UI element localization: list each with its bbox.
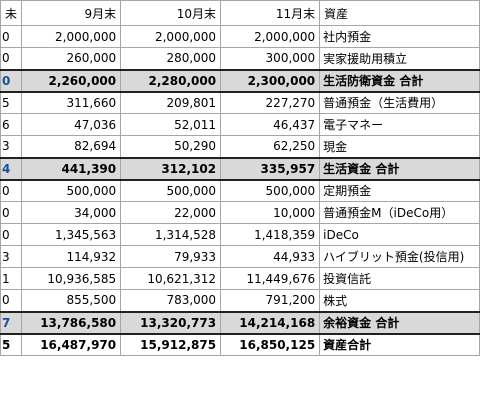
sep-cell[interactable]: 500,000 xyxy=(21,179,122,202)
label-cell[interactable]: 株式 xyxy=(319,289,480,312)
table-row: 1 10,936,585 10,621,312 11,449,676 投資信託 xyxy=(0,267,480,290)
table-row: 0 1,345,563 1,314,528 1,418,359 iDeCo xyxy=(0,223,480,246)
lead-cell[interactable]: 6 xyxy=(0,113,23,136)
lead-cell[interactable]: 1 xyxy=(0,267,23,290)
sep-cell[interactable]: 114,932 xyxy=(21,245,122,268)
oct-cell[interactable]: 22,000 xyxy=(120,201,222,224)
lead-cell[interactable]: 0 xyxy=(0,201,23,224)
sep-cell[interactable]: 855,500 xyxy=(21,289,122,312)
lead-cell[interactable]: 4 xyxy=(0,156,23,181)
nov-cell[interactable]: 791,200 xyxy=(220,289,321,312)
sep-cell[interactable]: 13,786,580 xyxy=(21,310,122,335)
oct-cell[interactable]: 312,102 xyxy=(120,156,222,181)
sep-cell[interactable]: 311,660 xyxy=(21,91,122,114)
lead-cell[interactable]: 5 xyxy=(0,91,23,114)
lead-cell[interactable]: 3 xyxy=(0,245,23,268)
oct-cell[interactable]: 500,000 xyxy=(120,179,222,202)
oct-cell[interactable]: 280,000 xyxy=(120,47,222,70)
label-cell[interactable]: 資産合計 xyxy=(319,332,480,356)
label-cell[interactable]: 生活資金 合計 xyxy=(319,156,480,181)
label-cell[interactable]: 普通預金M（iDeCo用） xyxy=(319,201,480,224)
label-cell[interactable]: 電子マネー xyxy=(319,113,480,136)
nov-cell[interactable]: 1,418,359 xyxy=(220,223,321,246)
table-row: 0 2,000,000 2,000,000 2,000,000 社内預金 xyxy=(0,25,480,48)
header-asset[interactable]: 資産 xyxy=(319,0,480,26)
header-sep[interactable]: 9月末 xyxy=(21,0,122,26)
label-cell[interactable]: 余裕資金 合計 xyxy=(319,310,480,335)
oct-cell[interactable]: 52,011 xyxy=(120,113,222,136)
sep-cell[interactable]: 34,000 xyxy=(21,201,122,224)
label-cell[interactable]: 生活防衛資金 合計 xyxy=(319,68,480,93)
oct-cell[interactable]: 15,912,875 xyxy=(120,332,222,356)
sep-cell[interactable]: 2,000,000 xyxy=(21,25,122,48)
nov-cell[interactable]: 2,000,000 xyxy=(220,25,321,48)
nov-cell[interactable]: 300,000 xyxy=(220,47,321,70)
oct-cell[interactable]: 10,621,312 xyxy=(120,267,222,290)
grand-total-row: 5 16,487,970 15,912,875 16,850,125 資産合計 xyxy=(0,332,480,356)
sep-cell[interactable]: 260,000 xyxy=(21,47,122,70)
nov-cell[interactable]: 335,957 xyxy=(220,156,321,181)
nov-cell[interactable]: 62,250 xyxy=(220,135,321,158)
label-cell[interactable]: 実家援助用積立 xyxy=(319,47,480,70)
lead-cell[interactable]: 3 xyxy=(0,135,23,158)
table-row: 5 311,660 209,801 227,270 普通預金（生活費用） xyxy=(0,91,480,114)
table-row: 3 114,932 79,933 44,933 ハイブリット預金(投信用) xyxy=(0,245,480,268)
table-row: 0 260,000 280,000 300,000 実家援助用積立 xyxy=(0,47,480,70)
table-row: 0 34,000 22,000 10,000 普通預金M（iDeCo用） xyxy=(0,201,480,224)
oct-cell[interactable]: 783,000 xyxy=(120,289,222,312)
sep-cell[interactable]: 441,390 xyxy=(21,156,122,181)
nov-cell[interactable]: 46,437 xyxy=(220,113,321,136)
header-row: 未 9月末 10月末 11月末 資産 xyxy=(0,0,480,26)
lead-cell[interactable]: 0 xyxy=(0,68,23,93)
header-oct[interactable]: 10月末 xyxy=(120,0,222,26)
label-cell[interactable]: 普通預金（生活費用） xyxy=(319,91,480,114)
sep-cell[interactable]: 10,936,585 xyxy=(21,267,122,290)
sep-cell[interactable]: 16,487,970 xyxy=(21,332,122,356)
table-row: 0 500,000 500,000 500,000 定期預金 xyxy=(0,179,480,202)
label-cell[interactable]: ハイブリット預金(投信用) xyxy=(319,245,480,268)
table-row: 0 855,500 783,000 791,200 株式 xyxy=(0,289,480,312)
oct-cell[interactable]: 79,933 xyxy=(120,245,222,268)
lead-cell[interactable]: 0 xyxy=(0,289,23,312)
label-cell[interactable]: iDeCo xyxy=(319,223,480,246)
subtotal-row: 0 2,260,000 2,280,000 2,300,000 生活防衛資金 合… xyxy=(0,68,480,93)
oct-cell[interactable]: 2,000,000 xyxy=(120,25,222,48)
nov-cell[interactable]: 44,933 xyxy=(220,245,321,268)
oct-cell[interactable]: 2,280,000 xyxy=(120,68,222,93)
lead-cell[interactable]: 0 xyxy=(0,223,23,246)
nov-cell[interactable]: 500,000 xyxy=(220,179,321,202)
label-cell[interactable]: 社内預金 xyxy=(319,25,480,48)
header-nov[interactable]: 11月末 xyxy=(220,0,321,26)
subtotal-row: 7 13,786,580 13,320,773 14,214,168 余裕資金 … xyxy=(0,310,480,335)
nov-cell[interactable]: 11,449,676 xyxy=(220,267,321,290)
label-cell[interactable]: 現金 xyxy=(319,135,480,158)
nov-cell[interactable]: 10,000 xyxy=(220,201,321,224)
table-row: 6 47,036 52,011 46,437 電子マネー xyxy=(0,113,480,136)
lead-cell[interactable]: 0 xyxy=(0,47,23,70)
sep-cell[interactable]: 47,036 xyxy=(21,113,122,136)
sep-cell[interactable]: 82,694 xyxy=(21,135,122,158)
nov-cell[interactable]: 14,214,168 xyxy=(220,310,321,335)
sep-cell[interactable]: 2,260,000 xyxy=(21,68,122,93)
nov-cell[interactable]: 227,270 xyxy=(220,91,321,114)
oct-cell[interactable]: 209,801 xyxy=(120,91,222,114)
header-lead-cell[interactable]: 未 xyxy=(0,0,23,26)
oct-cell[interactable]: 1,314,528 xyxy=(120,223,222,246)
subtotal-row: 4 441,390 312,102 335,957 生活資金 合計 xyxy=(0,156,480,181)
oct-cell[interactable]: 13,320,773 xyxy=(120,310,222,335)
label-cell[interactable]: 定期預金 xyxy=(319,179,480,202)
nov-cell[interactable]: 2,300,000 xyxy=(220,68,321,93)
sep-cell[interactable]: 1,345,563 xyxy=(21,223,122,246)
oct-cell[interactable]: 50,290 xyxy=(120,135,222,158)
table-row: 3 82,694 50,290 62,250 現金 xyxy=(0,135,480,158)
lead-cell[interactable]: 0 xyxy=(0,25,23,48)
asset-table: 未 9月末 10月末 11月末 資産 0 2,000,000 2,000,000… xyxy=(0,0,480,356)
label-cell[interactable]: 投資信託 xyxy=(319,267,480,290)
lead-cell[interactable]: 7 xyxy=(0,310,23,335)
lead-cell[interactable]: 5 xyxy=(0,332,23,356)
nov-cell[interactable]: 16,850,125 xyxy=(220,332,321,356)
lead-cell[interactable]: 0 xyxy=(0,179,23,202)
